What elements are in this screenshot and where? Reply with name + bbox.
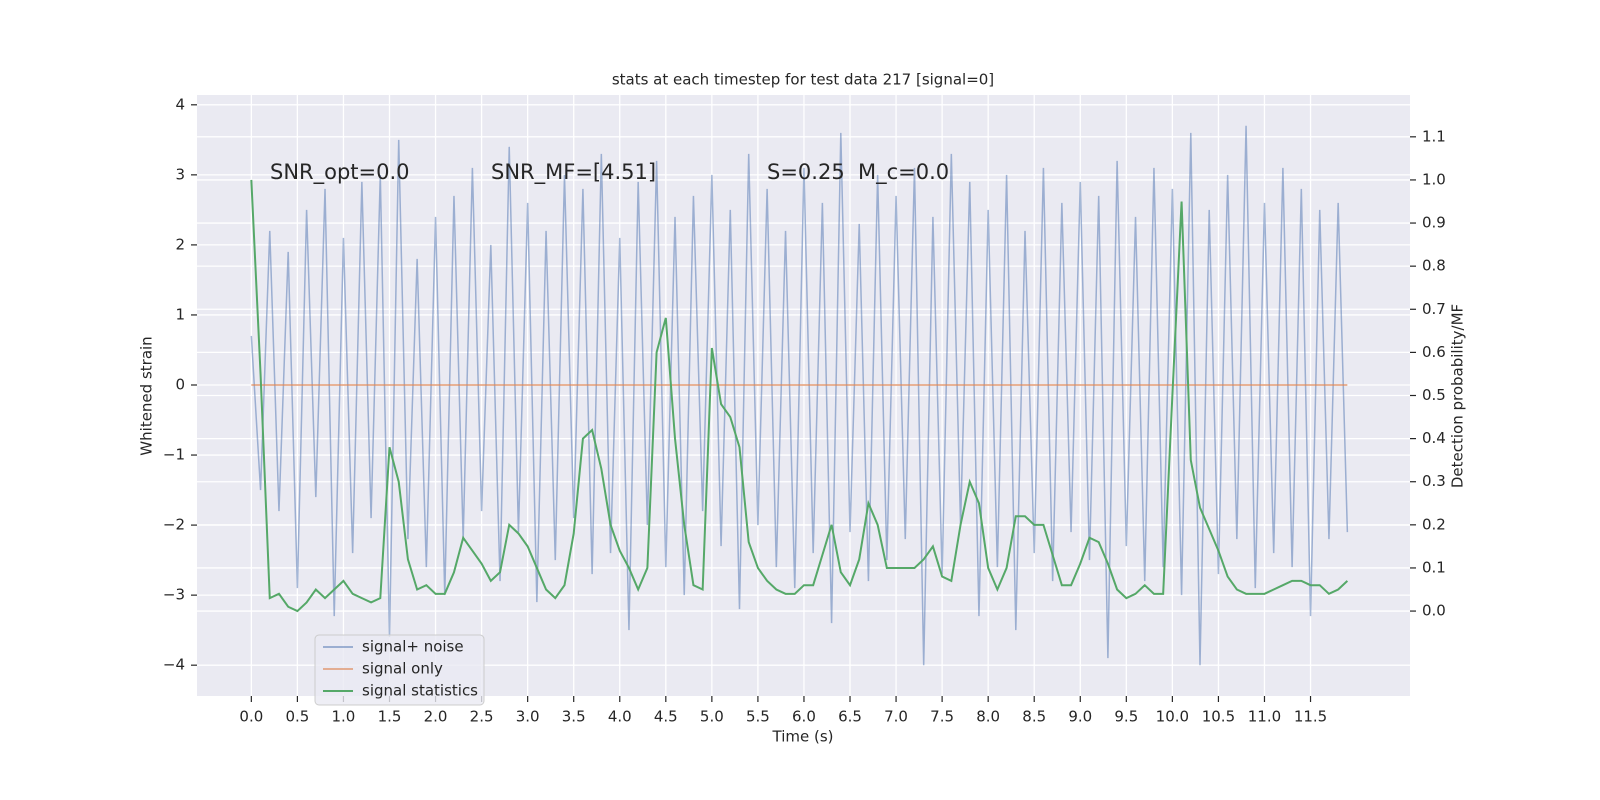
series-line <box>250 179 1349 613</box>
x-tick-label: 4.0 <box>608 708 632 726</box>
y2-tick-label: 0.9 <box>1422 214 1446 232</box>
y2-axis-label: Detection probability/MF <box>1449 304 1467 488</box>
y-tick-label: 1 <box>175 305 185 323</box>
x-tick-label: 11.5 <box>1294 708 1327 726</box>
x-tick-label: 2.0 <box>424 708 448 726</box>
x-axis-label: Time (s) <box>772 728 834 746</box>
x-tick-label: 6.5 <box>838 708 862 726</box>
legend-label: signal+ noise <box>362 638 464 656</box>
y-tick-label: 3 <box>175 165 185 183</box>
chart-title: stats at each timestep for test data 217… <box>612 71 994 89</box>
y2-tick-label: 1.0 <box>1422 170 1446 188</box>
x-tick-label: 11.0 <box>1248 708 1281 726</box>
y2-tick-label: 0.6 <box>1422 343 1446 361</box>
annotation: M_c=0.0 <box>858 160 949 185</box>
y-tick-label: −1 <box>163 446 185 464</box>
x-tick-label: 9.0 <box>1068 708 1092 726</box>
x-tick-label: 1.5 <box>378 708 402 726</box>
x-tick-label: 2.5 <box>470 708 494 726</box>
x-tick-label: 0.0 <box>239 708 263 726</box>
y2-tick-label: 0.4 <box>1422 429 1446 447</box>
x-tick-label: 7.5 <box>930 708 954 726</box>
x-tick-label: 8.0 <box>976 708 1000 726</box>
y-tick-label: 2 <box>175 235 185 253</box>
y2-tick-label: 0.1 <box>1422 558 1446 576</box>
y2-tick-label: 0.0 <box>1422 602 1446 620</box>
x-tick-label: 7.0 <box>884 708 908 726</box>
legend: signal+ noise signal only signal statistic… <box>314 634 485 706</box>
annotation: S=0.25 <box>767 160 845 184</box>
x-tick-label: 8.5 <box>1022 708 1046 726</box>
annotation: SNR_MF=[4.51] <box>491 160 656 185</box>
y-tick-label: −3 <box>163 586 185 604</box>
x-tick-label: 4.5 <box>654 708 678 726</box>
y-tick-label: 4 <box>175 95 185 113</box>
y-tick-label: −4 <box>163 656 185 674</box>
y-axis-label: Whitened strain <box>138 336 156 455</box>
x-tick-label: 5.0 <box>700 708 724 726</box>
x-tick-label: 5.5 <box>746 708 770 726</box>
x-tick-label: 10.5 <box>1202 708 1235 726</box>
y2-tick-label: 0.2 <box>1422 515 1446 533</box>
annotation: SNR_opt=0.0 <box>270 160 410 185</box>
x-tick-label: 9.5 <box>1114 708 1138 726</box>
x-tick-label: 10.0 <box>1156 708 1189 726</box>
y2-tick-label: 0.3 <box>1422 472 1446 490</box>
series-line <box>250 125 1349 666</box>
x-tick-label: 0.5 <box>285 708 309 726</box>
legend-label: signal statistics <box>362 682 478 700</box>
y-tick-label: 0 <box>175 375 185 393</box>
y-tick-label: −2 <box>163 516 185 534</box>
y2-tick-label: 1.1 <box>1422 127 1446 145</box>
y2-tick-label: 0.5 <box>1422 386 1446 404</box>
y2-tick-label: 0.7 <box>1422 300 1446 318</box>
legend-label: signal only <box>362 660 443 678</box>
y2-tick-label: 0.8 <box>1422 257 1446 275</box>
x-tick-label: 3.0 <box>516 708 540 726</box>
x-tick-label: 6.0 <box>792 708 816 726</box>
legend-box <box>314 634 485 706</box>
x-tick-label: 1.0 <box>332 708 356 726</box>
x-tick-label: 3.5 <box>562 708 586 726</box>
